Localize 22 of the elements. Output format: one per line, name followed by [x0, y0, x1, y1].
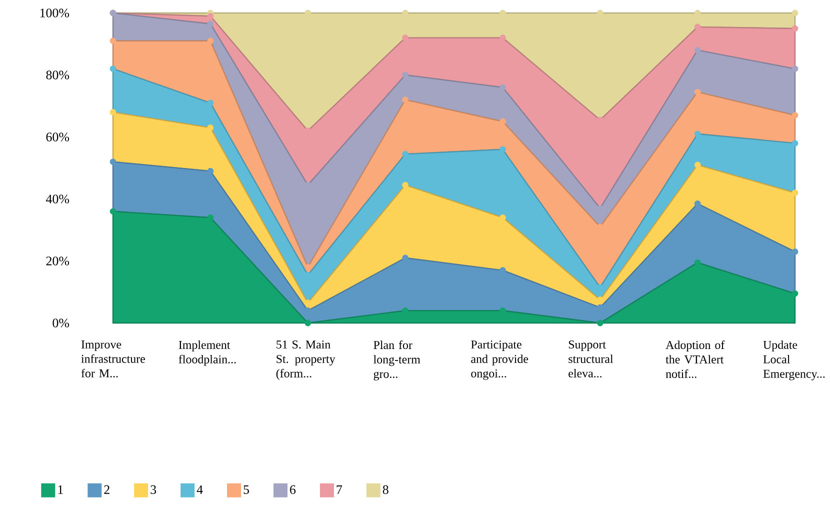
legend-label: 7 — [336, 485, 342, 494]
legend-label: 5 — [244, 485, 249, 494]
x-tick-label: Support structural eleva... — [568, 340, 614, 378]
legend-label: 6 — [290, 485, 296, 494]
x-tick-label: Adoption of the VTAlert notif... — [666, 340, 725, 378]
x-tick-label: Plan for long-term gro... — [374, 340, 420, 380]
y-tick-label: 80% — [46, 70, 70, 80]
legend-label: 2 — [104, 485, 110, 494]
x-tick-label: Update Local Emergency... — [763, 340, 825, 380]
y-tick-label: 20% — [46, 256, 70, 266]
legend-label: 1 — [58, 485, 63, 494]
x-tick-label: Implement floodplain... — [178, 340, 236, 366]
x-tick-label: Participate and provide ongoi... — [471, 340, 528, 380]
y-tick-label: 100% — [40, 8, 70, 18]
y-tick-label: 0% — [52, 318, 70, 328]
y-tick-label: 60% — [46, 132, 70, 142]
x-tick-label: Improve infrastructure for M... — [81, 340, 145, 378]
legend-label: 4 — [196, 485, 203, 494]
x-tick-label: 51 S. Main St. property (form... — [276, 340, 336, 380]
y-tick-label: 40% — [46, 194, 70, 204]
legend-label: 8 — [382, 485, 388, 494]
legend-label: 3 — [150, 485, 156, 494]
